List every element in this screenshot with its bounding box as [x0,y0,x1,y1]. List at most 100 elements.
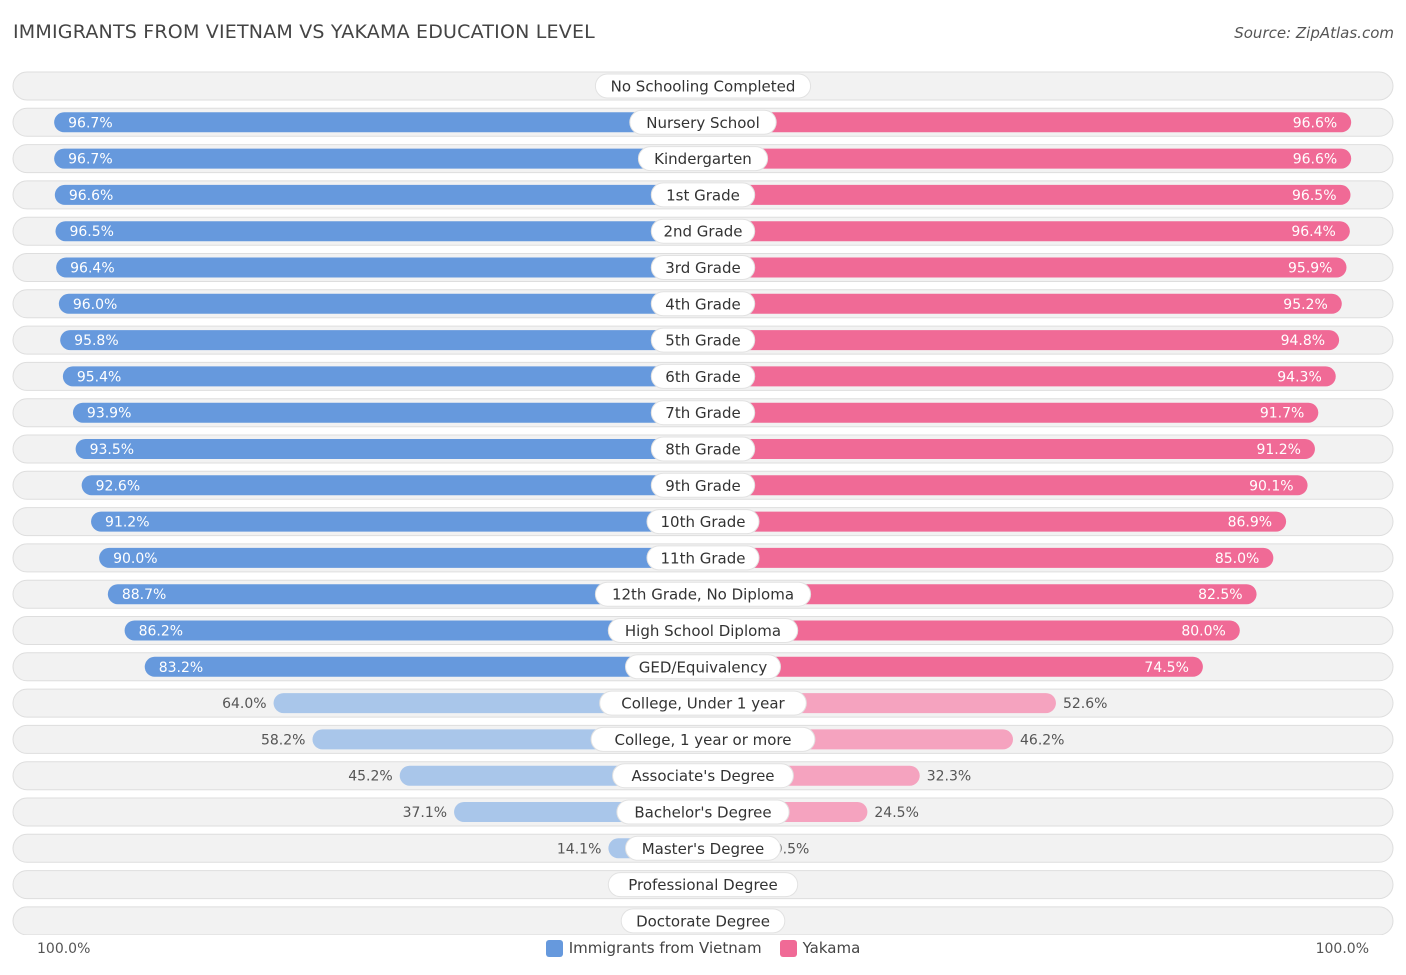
category-pill-nursery-school [629,109,777,135]
value-label-yakama-4th-grade: 95.2% [1283,297,1327,313]
value-label-vietnam-7th-grade: 93.9% [87,406,131,422]
chart-source: Source: ZipAtlas.com [1234,24,1394,42]
category-label-master-s-degree: Master's Degree [642,840,765,858]
axis-left-label: 100.0% [37,941,91,957]
value-label-yakama-3rd-grade: 95.9% [1288,261,1332,277]
value-label-yakama-2nd-grade: 96.4% [1291,224,1335,240]
value-label-yakama-7th-grade: 91.7% [1260,406,1304,422]
category-label-9th-grade: 9th Grade [665,477,740,495]
bar-yakama-12th-grade-no-diploma [703,584,1257,605]
value-label-yakama-high-school-diploma: 80.0% [1181,624,1225,640]
legend-label-vietnam: Immigrants from Vietnam [568,939,762,957]
value-label-yakama-college-1-year-or-more: 46.2% [1020,732,1064,748]
value-label-yakama-10th-grade: 86.9% [1228,515,1272,531]
value-label-yakama-kindergarten: 96.6% [1293,152,1337,168]
category-label-12th-grade-no-diploma: 12th Grade, No Diploma [612,586,794,604]
bar-vietnam-kindergarten [54,148,703,169]
bar-vietnam-high-school-diploma [124,620,703,641]
chart-title: IMMIGRANTS FROM VIETNAM VS YAKAMA EDUCAT… [13,21,595,43]
category-label-5th-grade: 5th Grade [665,332,740,350]
category-pill-high-school-diploma [607,618,799,643]
bar-yakama-7th-grade [703,402,1319,423]
category-pill-2nd-grade [650,218,756,244]
value-label-vietnam-5th-grade: 95.8% [74,333,118,349]
category-pill-9th-grade [650,472,756,498]
legend-label-yakama: Yakama [802,939,861,957]
bar-yakama-11th-grade [703,547,1274,568]
value-label-yakama-5th-grade: 94.8% [1281,333,1325,349]
bar-vietnam-11th-grade [99,547,704,568]
bar-vietnam-4th-grade [58,293,703,314]
category-pill-kindergarten [637,146,769,172]
axis-right-label: 100.0% [1315,941,1369,957]
bar-yakama-5th-grade [703,330,1340,351]
legend-item-vietnam: Immigrants from Vietnam [545,939,762,957]
value-label-vietnam-nursery-school: 96.7% [68,115,112,131]
bar-yakama-ged-equivalency [703,656,1203,677]
value-label-vietnam-associate-s-degree: 45.2% [348,769,392,785]
value-label-yakama-college-under-1-year: 52.6% [1063,696,1107,712]
category-pill-college-1-year-or-more [590,726,816,752]
category-label-doctorate-degree: Doctorate Degree [636,912,770,930]
value-label-vietnam-12th-grade-no-diploma: 88.7% [122,587,166,603]
category-pill-3rd-grade [650,255,756,280]
bar-yakama-10th-grade [703,511,1287,532]
legend-swatch-vietnam [545,939,563,957]
value-label-yakama-ged-equivalency: 74.5% [1144,660,1188,676]
value-label-yakama-6th-grade: 94.3% [1277,369,1321,385]
value-label-vietnam-1st-grade: 96.6% [69,188,113,204]
category-label-3rd-grade: 3rd Grade [665,259,740,277]
category-label-associate-s-degree: Associate's Degree [631,767,774,785]
category-pill-11th-grade [646,545,760,571]
value-label-yakama-associate-s-degree: 32.3% [927,769,971,785]
bar-yakama-high-school-diploma [703,620,1240,641]
bar-yakama-4th-grade [703,293,1342,314]
category-label-high-school-diploma: High School Diploma [625,622,781,640]
value-label-vietnam-ged-equivalency: 83.2% [159,660,203,676]
value-label-vietnam-9th-grade: 92.6% [96,478,140,494]
bar-yakama-9th-grade [703,475,1308,496]
category-label-kindergarten: Kindergarten [654,150,752,168]
category-pill-professional-degree [607,872,799,898]
bar-vietnam-6th-grade [62,366,703,387]
value-label-vietnam-4th-grade: 96.0% [73,297,117,313]
value-label-yakama-nursery-school: 96.6% [1293,115,1337,131]
bar-yakama-1st-grade [703,184,1351,205]
category-pill-5th-grade [650,327,756,353]
value-label-yakama-bachelor-s-degree: 24.5% [874,805,918,821]
value-label-vietnam-8th-grade: 93.5% [90,442,134,458]
category-pill-ged-equivalency [625,654,781,680]
value-label-yakama-master-s-degree: 9.5% [774,841,810,857]
category-pill-8th-grade [650,436,756,462]
bar-vietnam-7th-grade [72,402,703,423]
bar-yakama-3rd-grade [703,257,1347,278]
value-label-yakama-11th-grade: 85.0% [1215,551,1259,567]
category-label-2nd-grade: 2nd Grade [663,223,742,241]
category-pill-1st-grade [650,182,756,208]
category-pill-10th-grade [646,509,760,535]
value-label-vietnam-2nd-grade: 96.5% [69,224,113,240]
value-label-vietnam-6th-grade: 95.4% [77,369,121,385]
bar-vietnam-12th-grade-no-diploma [107,584,703,605]
bar-vietnam-10th-grade [91,511,704,532]
category-label-no-schooling-completed: No Schooling Completed [611,78,796,96]
category-label-7th-grade: 7th Grade [665,404,740,422]
category-label-8th-grade: 8th Grade [665,441,740,459]
category-label-bachelor-s-degree: Bachelor's Degree [634,804,771,822]
bar-yakama-8th-grade [703,439,1315,459]
value-label-vietnam-10th-grade: 91.2% [105,515,149,531]
bar-vietnam-9th-grade [81,475,704,496]
category-pill-doctorate-degree [620,908,786,934]
bar-yakama-6th-grade [703,366,1336,387]
bar-yakama-nursery-school [703,112,1352,133]
category-pill-4th-grade [650,291,756,317]
category-label-ged-equivalency: GED/Equivalency [639,658,768,676]
value-label-vietnam-3rd-grade: 96.4% [70,261,114,277]
value-label-yakama-9th-grade: 90.1% [1249,478,1293,494]
bar-yakama-kindergarten [703,148,1352,169]
bar-vietnam-1st-grade [54,184,703,205]
bar-vietnam-8th-grade [75,439,704,459]
value-label-yakama-12th-grade-no-diploma: 82.5% [1198,587,1242,603]
category-label-6th-grade: 6th Grade [665,368,740,386]
category-pill-no-schooling-completed [594,73,812,99]
